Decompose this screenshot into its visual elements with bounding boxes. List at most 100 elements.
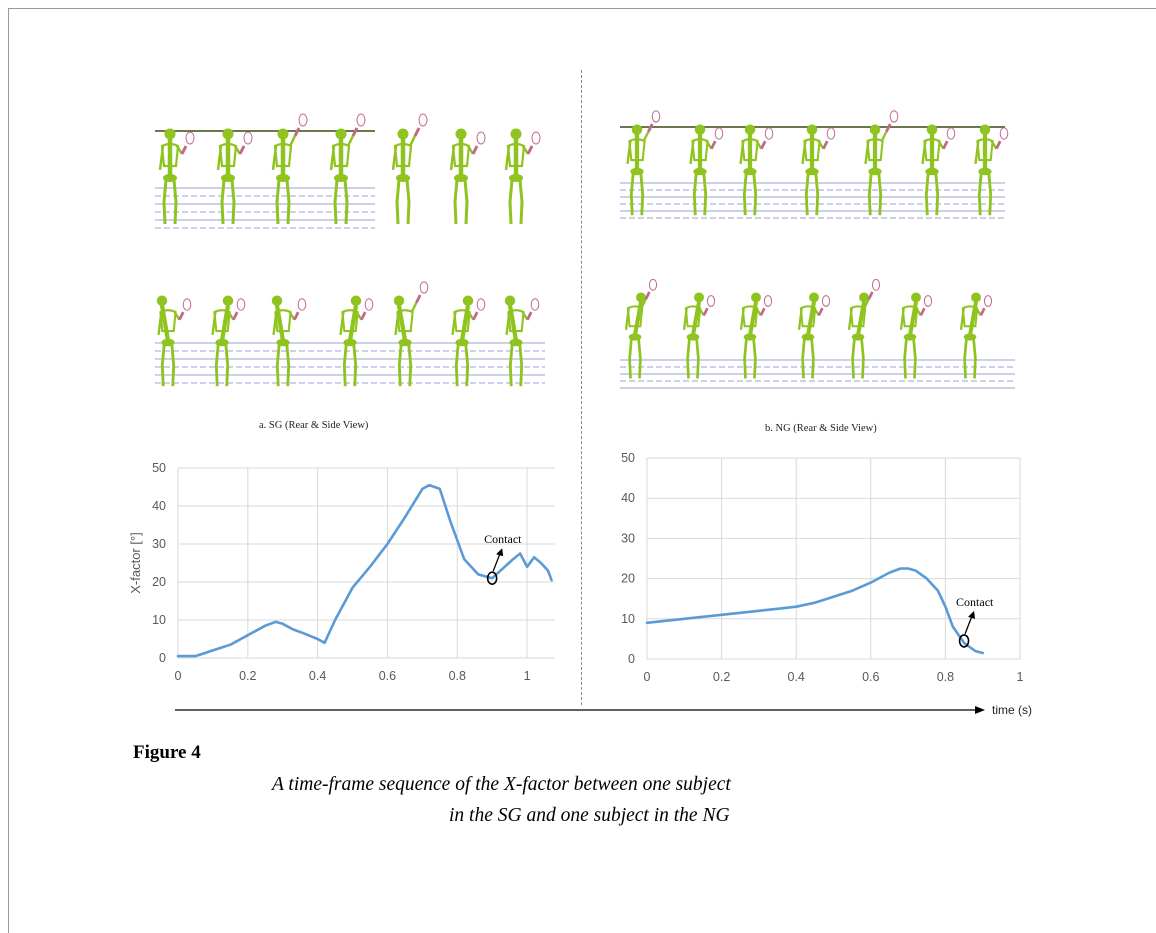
racket-head xyxy=(364,298,374,311)
skeleton-head xyxy=(911,292,921,303)
skeleton-figure xyxy=(156,295,192,387)
skeleton-ribcage xyxy=(684,305,702,328)
skeleton-head xyxy=(510,128,522,140)
skeleton-ribcage xyxy=(451,142,471,168)
y-tick-label: 50 xyxy=(152,461,166,475)
skeleton-left-arm xyxy=(504,145,511,171)
skeleton-right-leg xyxy=(695,338,700,379)
skeleton-left-arm xyxy=(899,308,905,330)
skeleton-left-leg xyxy=(963,338,968,379)
skeleton-left-leg xyxy=(742,173,748,216)
skeleton-head xyxy=(744,124,756,135)
skeleton-left-leg xyxy=(692,173,698,216)
skeleton-figure xyxy=(271,295,307,387)
y-tick-label: 20 xyxy=(152,575,166,589)
skeleton-left-leg xyxy=(220,179,226,225)
racket-head xyxy=(763,295,773,307)
time-arrow-head xyxy=(975,706,985,714)
racket-handle xyxy=(822,140,829,150)
skeleton-pelvis xyxy=(276,338,290,347)
skeleton-right-arm xyxy=(863,298,870,309)
skeleton-right-leg xyxy=(407,344,413,387)
skeleton-ribcage xyxy=(849,305,867,328)
skeleton-ribcage xyxy=(691,138,709,162)
skeleton-figure xyxy=(921,124,956,216)
skeleton-pelvis xyxy=(343,338,357,347)
skeleton-right-leg xyxy=(224,344,230,387)
figure-caption-line-1: A time-frame sequence of the X-factor be… xyxy=(272,774,731,795)
skeleton-left-leg xyxy=(977,173,983,216)
skeleton-figure xyxy=(211,295,246,387)
panel-divider xyxy=(581,70,582,705)
racket-handle xyxy=(232,311,239,321)
skeleton-head xyxy=(277,128,289,140)
skeleton-figure xyxy=(739,124,774,216)
x-tick-label: 0.6 xyxy=(862,670,879,684)
skeleton-left-leg xyxy=(162,179,168,225)
skeleton-head xyxy=(397,128,409,140)
skeleton-right-leg xyxy=(877,173,883,216)
skeleton-figure xyxy=(393,281,429,387)
racket-head xyxy=(418,113,428,127)
skeleton-right-arm xyxy=(880,131,888,142)
racket-head xyxy=(706,295,716,307)
x-tick-label: 0.8 xyxy=(937,670,954,684)
skeleton-left-leg xyxy=(629,173,635,216)
skeleton-left-leg xyxy=(160,344,166,387)
skeleton-figure xyxy=(624,278,658,379)
contact-marker xyxy=(486,571,498,585)
skeleton-pelvis xyxy=(963,333,977,341)
racket-head xyxy=(297,298,307,311)
x-tick-label: 1 xyxy=(1017,670,1024,684)
skeleton-right-leg xyxy=(810,338,815,379)
skeleton-figure xyxy=(739,292,773,379)
racket-head xyxy=(983,295,993,307)
skeleton-right-leg xyxy=(464,344,470,387)
skeleton-right-arm xyxy=(642,131,650,142)
skeleton-left-arm xyxy=(847,308,853,330)
skeleton-pelvis xyxy=(805,167,819,176)
skeleton-head xyxy=(631,124,643,135)
skeleton-right-leg xyxy=(934,173,940,216)
skeleton-pelvis xyxy=(686,333,700,341)
racket-handle xyxy=(817,307,824,317)
racket-head xyxy=(889,110,899,123)
sg-xfactor-chart: 0 10 20 30 40 50 0 0.2 0.4 0.6 0.8 1 X-factor [°] Con… xyxy=(128,461,555,683)
skeleton-left-leg xyxy=(508,344,514,387)
skeleton-figure xyxy=(864,110,899,216)
skeleton-ribcage xyxy=(274,309,292,333)
racket-head xyxy=(530,298,540,311)
skeleton-left-leg xyxy=(397,344,403,387)
skeleton-left-arm xyxy=(864,140,870,165)
skeleton-figure xyxy=(689,124,724,216)
skeleton-pelvis xyxy=(628,333,642,341)
skeleton-pelvis xyxy=(221,174,235,182)
skeleton-left-arm xyxy=(394,311,400,336)
skeleton-left-arm xyxy=(449,145,456,171)
racket-handle xyxy=(942,140,949,150)
skeleton-left-leg xyxy=(275,179,281,225)
skeleton-right-leg xyxy=(518,344,524,387)
skeleton-ribcage xyxy=(331,142,351,168)
skeleton-left-arm xyxy=(272,311,278,336)
skeleton-pelvis xyxy=(693,167,707,176)
skeleton-pelvis xyxy=(509,174,523,182)
skeleton-head xyxy=(393,295,405,306)
skeleton-left-leg xyxy=(454,344,460,387)
skeleton-left-leg xyxy=(453,179,459,225)
racket-handle xyxy=(995,140,1002,150)
skeleton-right-arm xyxy=(640,298,647,309)
ng-xfactor-chart: 0 10 20 30 40 50 0 0.2 0.4 0.6 0.8 1 Contact xyxy=(621,451,1024,684)
skeleton-head xyxy=(271,295,283,306)
skeleton-head xyxy=(222,128,234,140)
skeleton-right-leg xyxy=(352,344,358,387)
skeleton-figure xyxy=(626,110,661,216)
skeleton-figure xyxy=(504,128,541,225)
racket-handle xyxy=(979,307,986,317)
skeleton-right-arm xyxy=(346,135,355,147)
y-axis-label: X-factor [°] xyxy=(128,532,143,594)
racket-head xyxy=(999,127,1009,140)
skeleton-figure xyxy=(847,278,881,379)
racket-handle xyxy=(644,291,651,300)
skeleton-figure xyxy=(391,113,428,225)
